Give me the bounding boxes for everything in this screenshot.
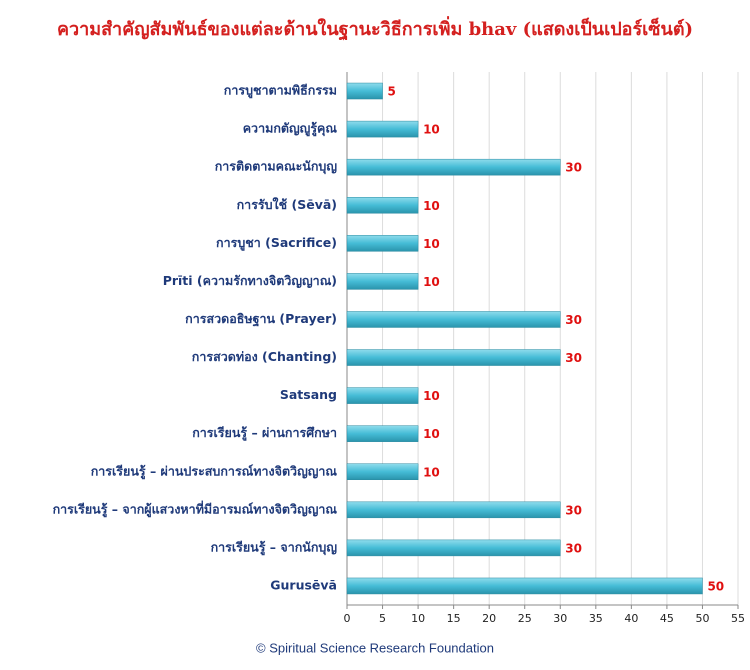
value-label: 30 (565, 541, 582, 555)
y-tick-label: ความกตัญญูรู้คุณ (243, 121, 338, 137)
bar (346, 158, 561, 176)
y-tick-label: การติดตามคณะนักบุญ (215, 159, 338, 175)
value-label: 10 (423, 123, 440, 137)
bar (346, 311, 561, 328)
y-tick-label: การเรียนรู้ – ผ่านประสบการณ์ทางจิตวิญญาณ (91, 463, 338, 479)
y-tick-label: การรับใช้ (Sēvā) (237, 197, 337, 212)
x-tick-label: 30 (553, 612, 567, 625)
value-label: 30 (565, 503, 582, 517)
bar (346, 501, 561, 519)
value-label: 10 (423, 237, 440, 251)
value-label: 30 (565, 313, 582, 327)
x-tick-label: 55 (731, 612, 745, 625)
bar (346, 425, 419, 442)
value-label: 10 (423, 389, 440, 403)
bar (346, 273, 419, 290)
y-tick-label: การบูชา (Sacrifice) (216, 235, 337, 251)
value-label: 10 (423, 465, 440, 479)
y-tick-label: การเรียนรู้ – ผ่านการศึกษา (192, 425, 337, 441)
y-tick-label: Prīti (ความรักทางจิตวิญญาณ) (163, 273, 337, 288)
y-tick-label: การสวดอธิษฐาน (Prayer) (185, 311, 337, 327)
chart-title: ความสำคัญสัมพันธ์ของแต่ละด้านในฐานะวิธีก… (57, 16, 693, 41)
bar (346, 120, 419, 138)
y-tick-label: การเรียนรู้ – จากผู้แสวงหาที่มีอารมณ์ทาง… (53, 500, 338, 517)
x-tick-label: 0 (344, 612, 351, 625)
value-label: 10 (423, 199, 440, 213)
y-tick-label: Gurusēvā (270, 577, 337, 592)
x-tick-label: 20 (482, 612, 496, 625)
bar (346, 539, 561, 557)
x-tick-label: 45 (660, 612, 674, 625)
bar (346, 235, 419, 252)
bar (346, 82, 383, 100)
footer: © Spiritual Science Research Foundation (256, 640, 494, 655)
value-label: 5 (388, 85, 396, 99)
x-tick-label: 15 (447, 612, 461, 625)
value-label: 50 (707, 579, 724, 593)
value-label: 30 (565, 161, 582, 175)
x-tick-label: 40 (624, 612, 638, 625)
value-label: 30 (565, 351, 582, 365)
y-tick-label: การสวดท่อง (Chanting) (192, 349, 337, 364)
bar (346, 197, 419, 214)
y-tick-label: Satsang (280, 387, 337, 402)
x-tick-label: 35 (589, 612, 603, 625)
bar (346, 387, 419, 404)
x-tick-label: 5 (379, 612, 386, 625)
x-tick-label: 10 (411, 612, 425, 625)
x-tick-label: 50 (695, 612, 709, 625)
y-tick-label: การบูชาตามพิธีกรรม (224, 83, 337, 99)
value-label: 10 (423, 275, 440, 289)
y-tick-label: การเรียนรู้ – จากนักบุญ (211, 539, 338, 555)
value-label: 10 (423, 427, 440, 441)
bar (346, 463, 419, 480)
bar (346, 577, 703, 595)
x-tick-label: 25 (518, 612, 532, 625)
bar (346, 349, 561, 366)
